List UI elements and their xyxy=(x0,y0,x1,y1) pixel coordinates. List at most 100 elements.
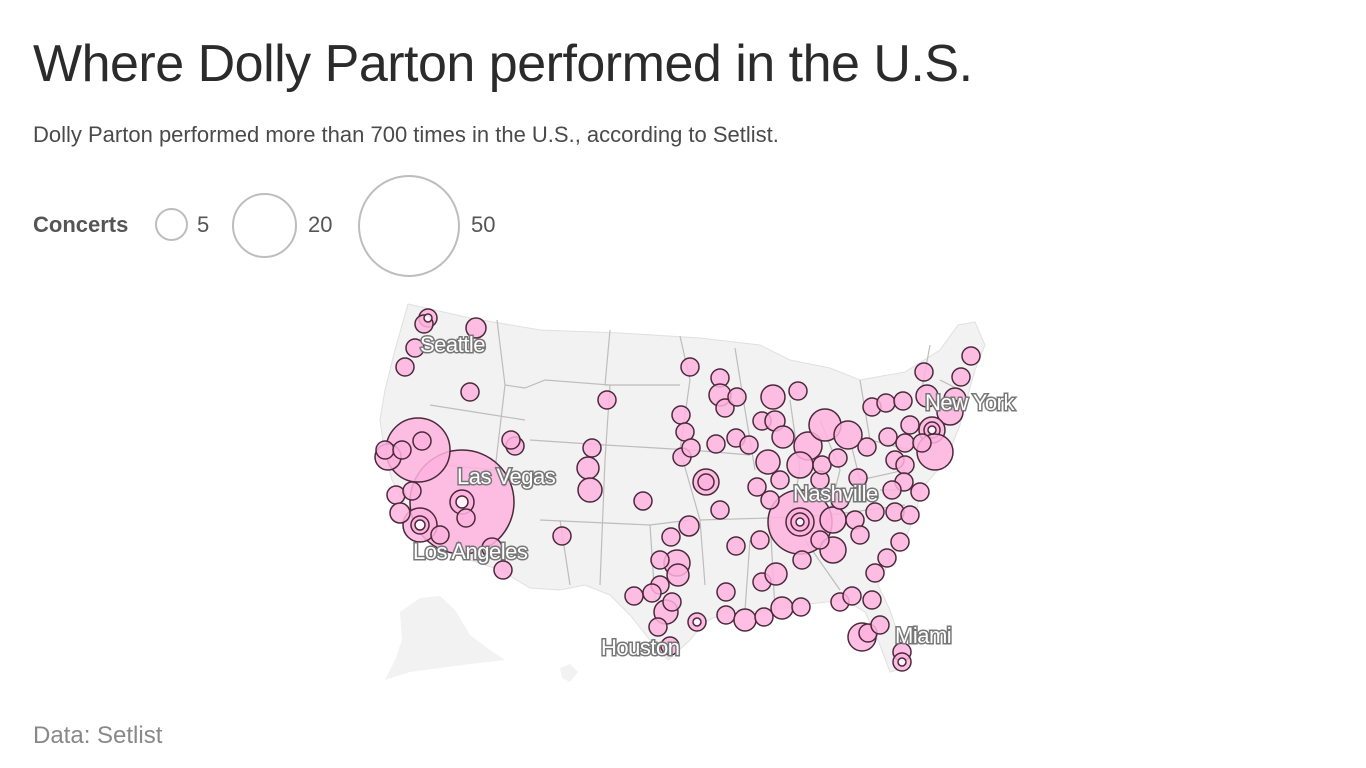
bubble xyxy=(493,560,513,580)
bubble xyxy=(582,438,602,458)
bubble xyxy=(876,393,896,413)
bubble xyxy=(430,525,450,545)
bubble xyxy=(501,430,521,450)
bubble-layer xyxy=(374,308,981,672)
bubble xyxy=(771,425,795,449)
bubble xyxy=(405,338,425,358)
bubble xyxy=(633,491,653,511)
bubble xyxy=(661,527,681,547)
bubble xyxy=(951,367,971,387)
bubble xyxy=(857,437,877,457)
bubble xyxy=(900,415,920,435)
bubble xyxy=(375,440,395,460)
city-labels: Seattle New York Las Vegas Nashville Los… xyxy=(412,331,1018,662)
us-map: Seattle New York Las Vegas Nashville Los… xyxy=(374,303,1018,682)
chart-subtitle: Dolly Parton performed more than 700 tim… xyxy=(33,122,779,147)
bubble xyxy=(862,590,882,610)
bubble xyxy=(726,536,746,556)
bubble xyxy=(392,440,412,460)
bubble xyxy=(786,451,814,479)
source-note: Data: Setlist xyxy=(33,722,163,749)
bubble-la-3 xyxy=(414,519,426,531)
bubble xyxy=(755,449,781,475)
bubble xyxy=(402,481,422,501)
legend-circle-large xyxy=(358,175,460,277)
bubble xyxy=(877,548,897,568)
bubble xyxy=(895,455,915,475)
bubble xyxy=(750,530,770,550)
bubble-houston xyxy=(660,636,680,656)
bubble xyxy=(819,506,847,534)
bubble xyxy=(890,532,910,552)
city-label-nashville: Nashville xyxy=(793,481,878,506)
bubble xyxy=(650,550,670,570)
hawaii-land xyxy=(560,664,578,682)
legend-label-large: 50 xyxy=(471,212,496,237)
bubble xyxy=(460,382,480,402)
bubble-lv-inner-2 xyxy=(455,495,469,509)
bubble xyxy=(680,357,700,377)
bubble xyxy=(961,346,981,366)
legend-circle-small xyxy=(155,208,188,241)
bubble xyxy=(678,515,700,537)
alaska-land xyxy=(385,596,505,680)
bubble xyxy=(648,617,668,637)
size-legend: Concerts 5 20 50 xyxy=(0,0,600,290)
bubble xyxy=(914,362,934,382)
bubble xyxy=(681,438,701,458)
legend-label-medium: 20 xyxy=(308,212,333,237)
city-label-new-york: New York xyxy=(925,390,1015,415)
bubble xyxy=(792,550,812,570)
bubble xyxy=(666,563,690,587)
bubble xyxy=(760,490,780,510)
city-label-houston: Houston xyxy=(601,635,679,660)
bubble xyxy=(671,405,691,425)
bubble xyxy=(915,384,939,408)
bubble xyxy=(895,433,915,453)
bubble xyxy=(865,502,885,522)
bubble xyxy=(662,592,682,612)
bubble xyxy=(423,313,433,323)
city-label-los-angeles: Los Angeles xyxy=(413,539,528,564)
bubble xyxy=(878,427,898,447)
city-label-miami: Miami xyxy=(895,623,951,648)
bubble xyxy=(739,435,759,455)
bubble xyxy=(710,500,730,520)
bubble xyxy=(770,596,794,620)
bubble xyxy=(456,508,476,528)
bubble xyxy=(481,537,503,559)
bubble xyxy=(842,586,862,606)
bubble xyxy=(386,485,406,505)
bubble xyxy=(830,490,850,510)
bubble xyxy=(624,586,644,606)
bubble xyxy=(912,433,932,453)
bubble xyxy=(395,357,415,377)
legend-circle-medium xyxy=(232,193,297,258)
bubble xyxy=(716,582,736,602)
legend-label-small: 5 xyxy=(197,212,210,237)
bubble xyxy=(389,502,411,524)
city-label-seattle: Seattle xyxy=(420,332,485,357)
bubble xyxy=(576,456,600,480)
land-layer xyxy=(379,303,986,682)
bubble xyxy=(716,605,736,625)
bubble xyxy=(828,448,848,468)
bubble xyxy=(865,563,885,583)
bubble xyxy=(893,391,913,411)
bubble xyxy=(770,470,790,490)
bubble xyxy=(897,657,907,667)
bubble xyxy=(848,468,868,488)
bubble xyxy=(760,384,786,410)
bubble xyxy=(715,398,735,418)
bubble xyxy=(747,477,767,497)
bubble xyxy=(727,387,747,407)
bubble xyxy=(577,477,603,503)
bubble xyxy=(791,597,811,617)
bubble xyxy=(870,615,890,635)
legend-title: Concerts xyxy=(33,212,129,237)
bubble xyxy=(706,434,726,454)
bubble xyxy=(692,617,702,627)
bubble xyxy=(927,425,937,435)
bubble xyxy=(764,562,788,586)
bubble xyxy=(936,398,964,426)
